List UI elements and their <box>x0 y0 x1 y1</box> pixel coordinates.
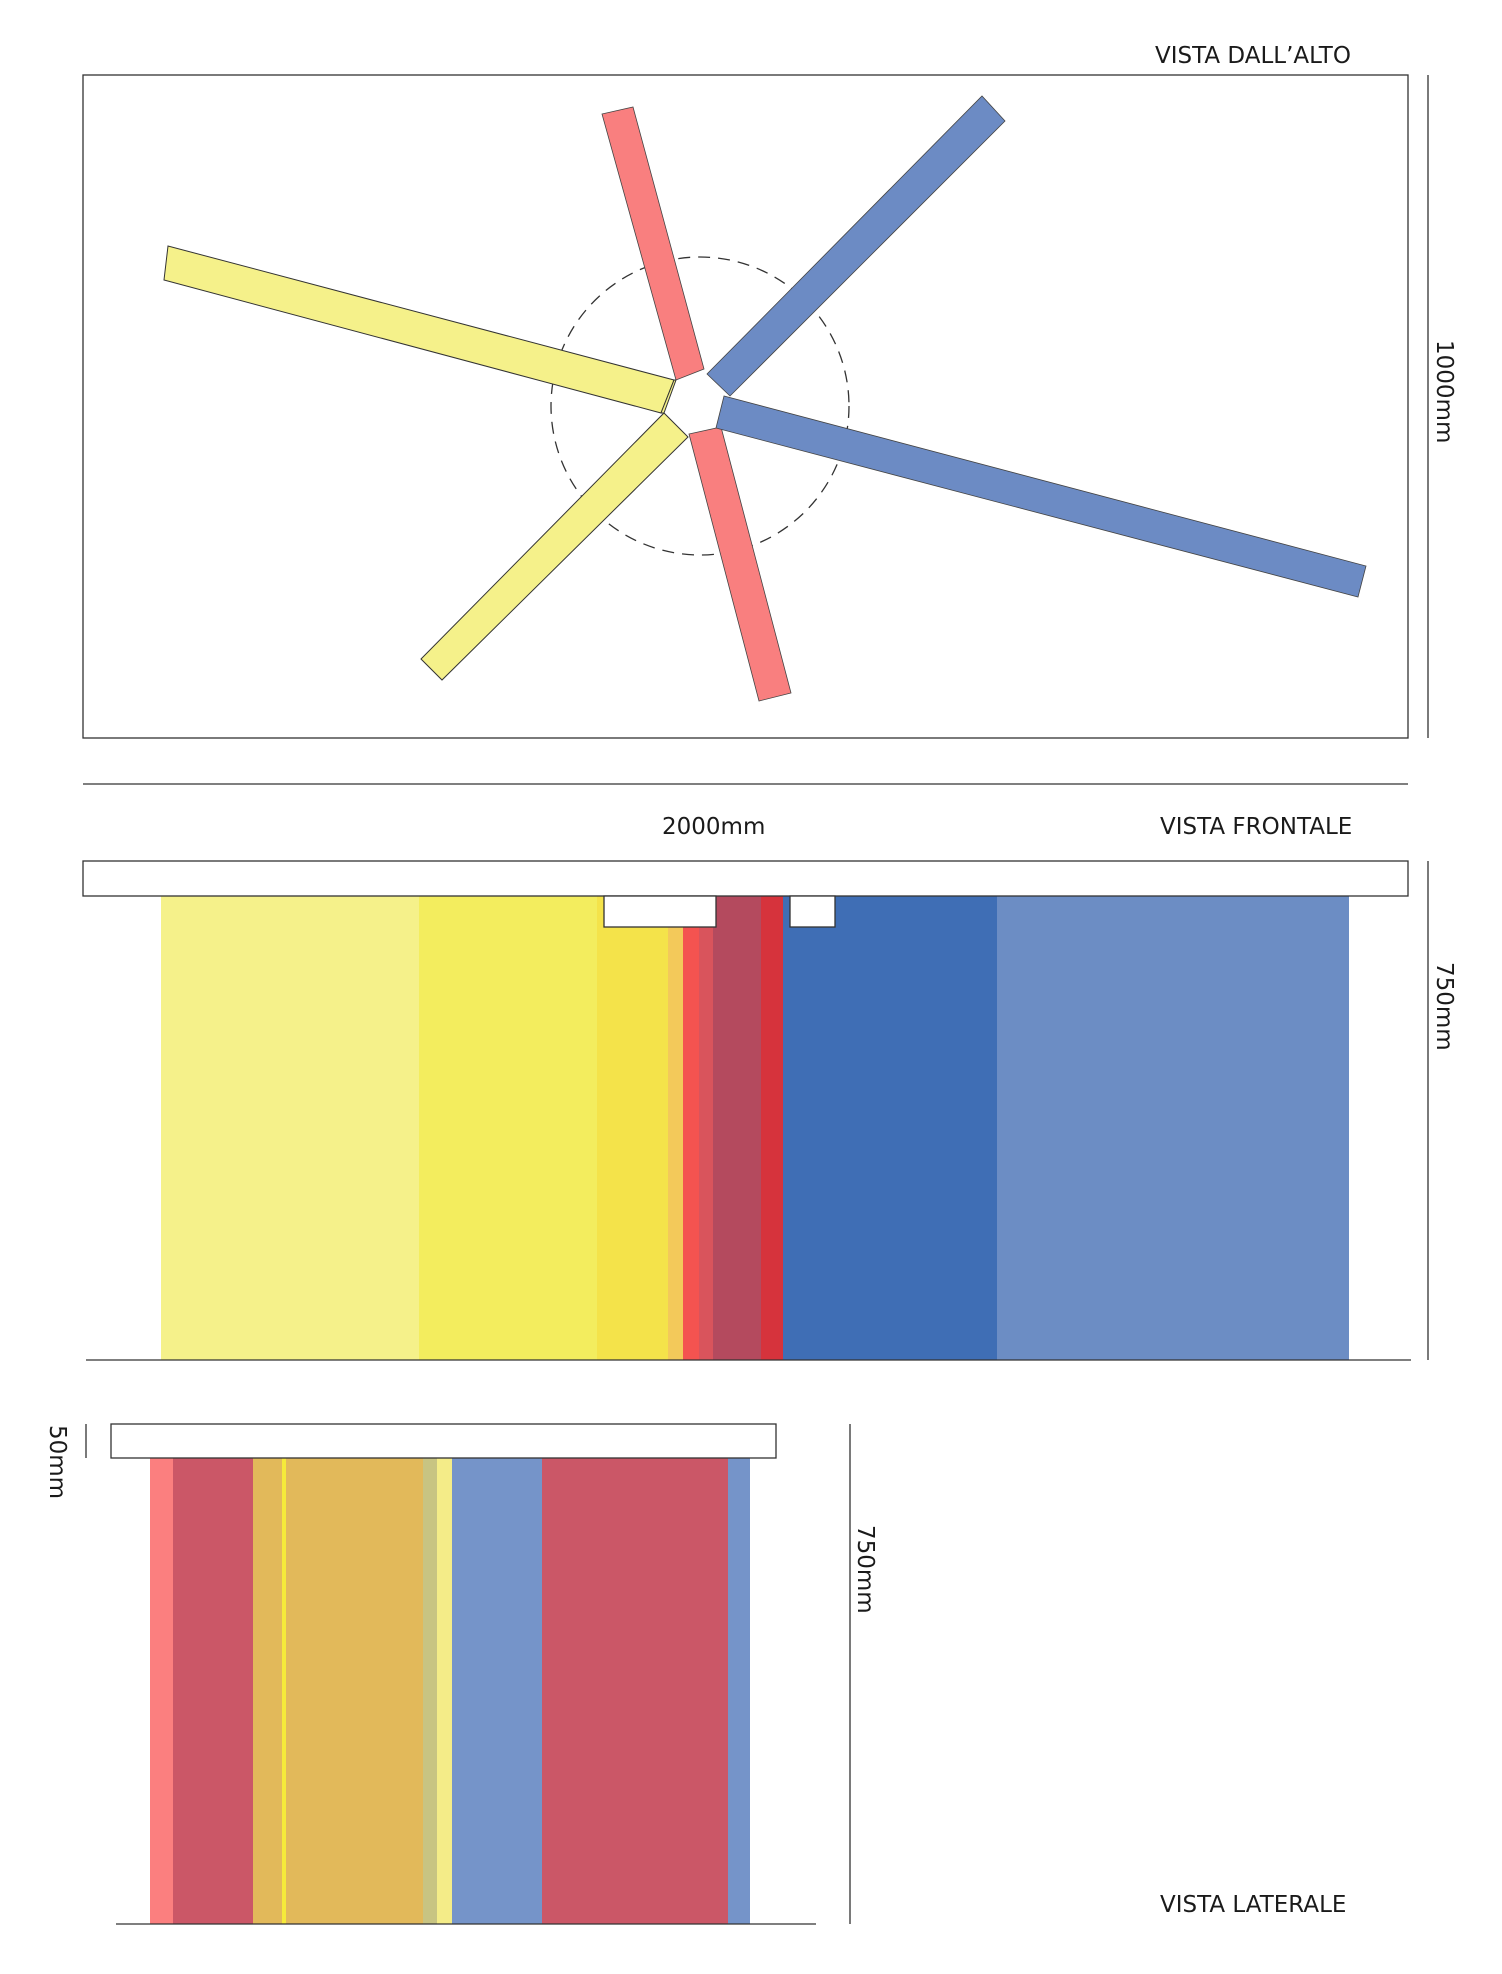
top-view: VISTA DALL’ALTO 1000mm <box>82 43 1457 739</box>
depth-label: 1000mm <box>1431 340 1457 443</box>
side-leg-strip <box>437 1452 452 1924</box>
center-circle-dashed <box>550 256 850 556</box>
blue-leg-top-right <box>706 95 1006 397</box>
front-leg-strip <box>419 888 597 1360</box>
side-thickness-label: 50mm <box>44 1425 70 1499</box>
front-view-title: VISTA FRONTALE <box>1160 814 1352 840</box>
front-leg-strips <box>161 888 1349 1360</box>
tabletop-outline <box>82 74 1409 739</box>
blue-leg-right <box>715 395 1367 598</box>
red-leg-top <box>601 106 705 381</box>
front-height-label: 750mm <box>1431 962 1457 1051</box>
side-leg-strip <box>253 1452 282 1924</box>
side-leg-strip <box>173 1452 253 1924</box>
side-tabletop <box>110 1423 777 1459</box>
side-view: 50mm 750mm VISTA LATERALE <box>44 1423 1346 1925</box>
front-tabletop <box>82 860 1409 897</box>
yellow-leg-bottom-left <box>420 412 689 681</box>
side-leg-strip <box>542 1452 728 1924</box>
hub-joint <box>660 379 677 414</box>
side-leg-strip <box>423 1452 437 1924</box>
front-leg-strip <box>683 888 699 1360</box>
front-leg-strip <box>668 888 683 1360</box>
front-hub-block-right <box>789 895 836 928</box>
red-leg-bottom <box>688 426 792 702</box>
front-hub-block-left <box>603 895 717 928</box>
front-view: 2000mm VISTA FRONTALE 750mm <box>82 814 1457 1361</box>
front-leg-strip <box>997 888 1349 1360</box>
side-height-label: 750mm <box>852 1525 878 1614</box>
front-leg-strip <box>597 888 668 1360</box>
side-leg-strip <box>150 1452 173 1924</box>
front-leg-strip <box>713 888 761 1360</box>
front-leg-strip <box>761 888 783 1360</box>
side-leg-strip <box>728 1452 750 1924</box>
top-view-title: VISTA DALL’ALTO <box>1155 43 1351 69</box>
front-width-label: 2000mm <box>662 814 765 840</box>
front-leg-strip <box>699 888 713 1360</box>
yellow-leg-left <box>163 245 675 414</box>
side-leg-strip <box>452 1452 542 1924</box>
side-leg-strip <box>282 1452 286 1924</box>
side-view-title: VISTA LATERALE <box>1160 1892 1346 1918</box>
side-leg-strip <box>286 1452 423 1924</box>
front-leg-strip <box>783 888 997 1360</box>
front-leg-strip <box>161 888 419 1360</box>
side-leg-strips <box>150 1452 750 1924</box>
